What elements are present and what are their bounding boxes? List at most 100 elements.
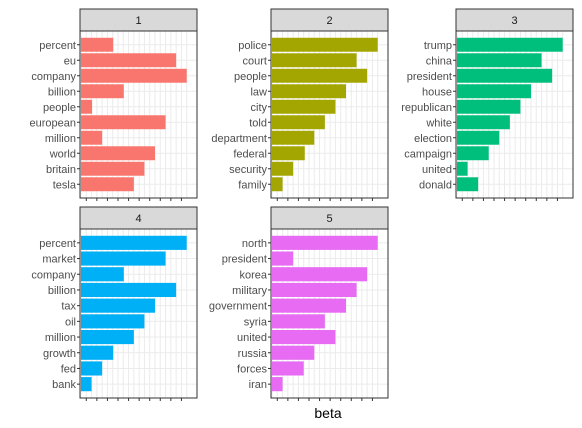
- bar-growth: [81, 346, 113, 360]
- y-tick-label: donald: [419, 179, 452, 191]
- bar-tesla: [81, 177, 134, 191]
- bar-told: [272, 115, 325, 129]
- bar-campaign: [457, 146, 489, 160]
- bar-law: [272, 84, 346, 98]
- bar-military: [272, 283, 357, 297]
- y-tick-label: president: [407, 71, 452, 83]
- y-tick-label: billion: [48, 285, 76, 297]
- bar-billion: [81, 84, 124, 98]
- y-tick-label: north: [242, 238, 267, 250]
- bar-police: [272, 38, 378, 52]
- bar-syria: [272, 314, 325, 328]
- bar-billion: [81, 283, 176, 297]
- y-tick-label: market: [42, 254, 76, 266]
- bar-fed: [81, 361, 102, 375]
- y-tick-label: iran: [249, 379, 267, 391]
- y-tick-label: syria: [244, 316, 268, 328]
- y-tick-label: tesla: [53, 179, 77, 191]
- facet-panel-1: 1 percent eu company billion people european mi…: [30, 9, 198, 201]
- y-tick-label: election: [414, 133, 452, 145]
- bar-people: [272, 69, 367, 83]
- bar-court: [272, 53, 357, 67]
- y-tick-label: house: [422, 86, 452, 98]
- bar-percent: [81, 38, 113, 52]
- bar-oil: [81, 314, 144, 328]
- y-tick-label: police: [238, 40, 267, 52]
- facet-panel-4: 4 percent market company billion tax oil millio…: [31, 207, 197, 401]
- bar-election: [457, 131, 499, 145]
- bar-united: [457, 162, 468, 176]
- y-tick-label: law: [250, 86, 267, 98]
- facet-strip-label: 3: [511, 15, 517, 27]
- y-tick-label: court: [243, 55, 267, 67]
- facet-strip-label: 1: [135, 15, 141, 27]
- y-tick-label: billion: [48, 86, 76, 98]
- bar-company: [81, 267, 124, 281]
- y-tick-label: million: [45, 133, 76, 145]
- y-tick-label: china: [426, 55, 453, 67]
- y-tick-label: white: [425, 117, 452, 129]
- y-tick-label: military: [232, 285, 267, 297]
- y-tick-label: department: [211, 133, 267, 145]
- bar-department: [272, 131, 314, 145]
- bar-house: [457, 84, 531, 98]
- facet-panel-5: 5 north president korea military government sy…: [209, 207, 388, 401]
- bar-russia: [272, 346, 314, 360]
- y-tick-label: told: [249, 117, 267, 129]
- y-tick-label: city: [251, 102, 268, 114]
- y-tick-label: percent: [39, 40, 76, 52]
- bar-million: [81, 131, 102, 145]
- bar-iran: [272, 377, 283, 391]
- bar-family: [272, 177, 283, 191]
- bar-china: [457, 53, 542, 67]
- bar-tax: [81, 299, 155, 313]
- bar-european: [81, 115, 166, 129]
- bar-security: [272, 162, 293, 176]
- y-tick-label: company: [31, 71, 76, 83]
- bar-million: [81, 330, 134, 344]
- bar-korea: [272, 267, 367, 281]
- bar-percent: [81, 236, 187, 250]
- y-tick-label: russia: [238, 348, 268, 360]
- bar-president: [272, 251, 293, 265]
- y-tick-label: million: [45, 332, 76, 344]
- bar-britain: [81, 162, 144, 176]
- bar-market: [81, 251, 166, 265]
- facet-panel-3: 3 trump china president house republican white…: [401, 9, 573, 201]
- y-tick-label: tax: [61, 301, 76, 313]
- facet-strip-label: 5: [326, 213, 332, 225]
- y-tick-label: world: [49, 148, 76, 160]
- bar-donald: [457, 177, 478, 191]
- y-tick-label: republican: [401, 102, 452, 114]
- facet-strip-label: 4: [135, 213, 141, 225]
- bar-white: [457, 115, 510, 129]
- y-tick-label: korea: [239, 269, 267, 281]
- y-tick-label: percent: [39, 238, 76, 250]
- y-tick-label: european: [30, 117, 77, 129]
- x-axis-title: beta: [314, 405, 341, 421]
- y-tick-label: security: [229, 164, 267, 176]
- y-tick-label: campaign: [404, 148, 452, 160]
- bar-forces: [272, 361, 304, 375]
- y-tick-label: forces: [237, 363, 267, 375]
- y-tick-label: oil: [65, 316, 76, 328]
- bar-city: [272, 100, 335, 114]
- bar-president: [457, 69, 552, 83]
- bar-republican: [457, 100, 520, 114]
- y-tick-label: united: [422, 164, 452, 176]
- y-tick-label: eu: [64, 55, 76, 67]
- bar-united: [272, 330, 335, 344]
- y-tick-label: government: [209, 301, 267, 313]
- bar-trump: [457, 38, 563, 52]
- y-tick-label: united: [237, 332, 267, 344]
- y-tick-label: people: [43, 102, 76, 114]
- y-tick-label: britain: [46, 164, 76, 176]
- bar-company: [81, 69, 187, 83]
- y-tick-label: bank: [52, 379, 76, 391]
- y-tick-label: president: [222, 254, 267, 266]
- y-tick-label: federal: [233, 148, 267, 160]
- y-tick-label: family: [238, 179, 267, 191]
- bar-world: [81, 146, 155, 160]
- facet-panel-2: 2policecourtpeoplelawcitytolddepartmentf…: [211, 9, 388, 201]
